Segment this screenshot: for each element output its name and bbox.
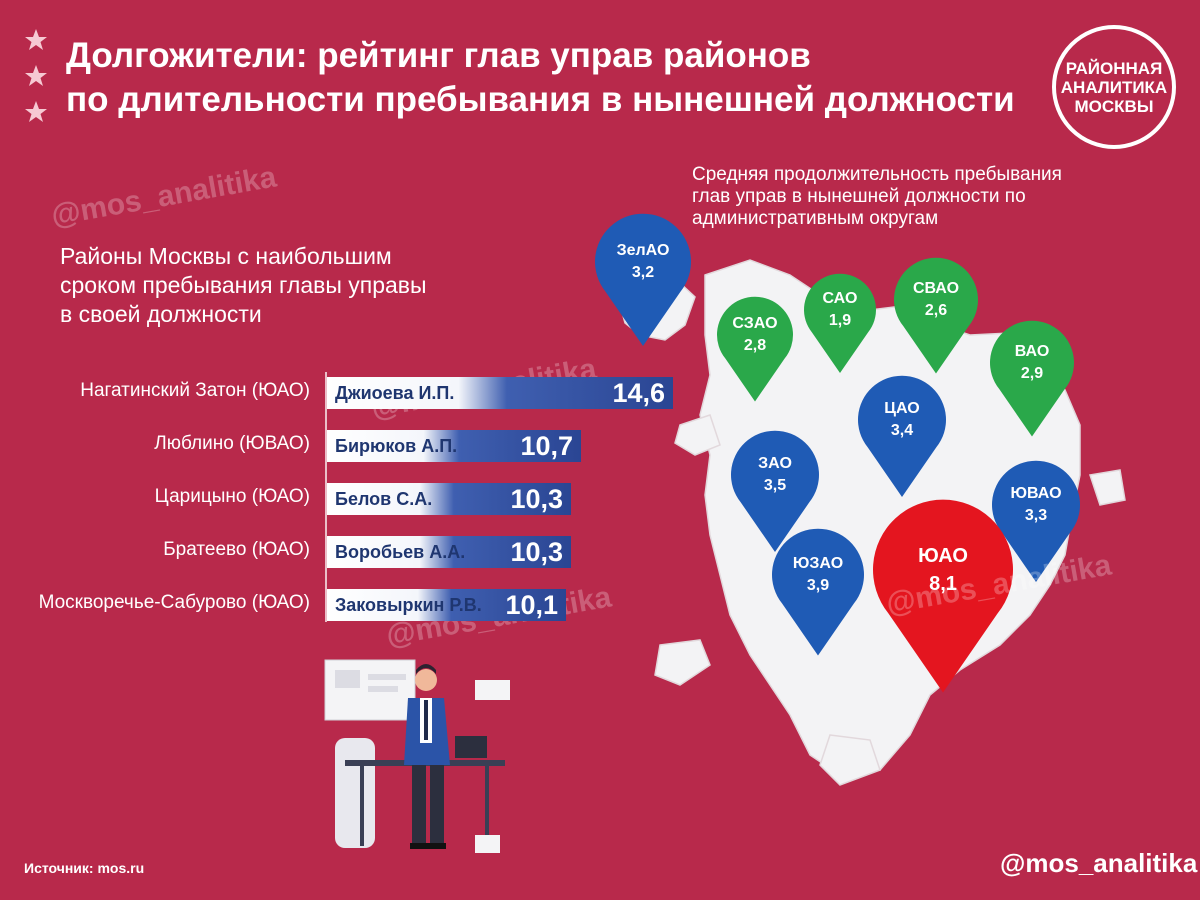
bar-value-label: 14,6 — [612, 378, 665, 408]
logo-line-3: МОСКВЫ — [1074, 96, 1154, 116]
bar-value-label: 10,3 — [510, 537, 563, 567]
map-subtitle-line-1: Средняя продолжительность пребывания — [692, 164, 1062, 185]
map-island-shape — [674, 414, 721, 456]
map-pin-region: ЮЗАО — [792, 555, 844, 572]
logo-line-2: АНАЛИТИКА — [1060, 77, 1168, 97]
bar-chart-axis — [325, 372, 327, 622]
map-pin-region: ЗАО — [758, 455, 792, 472]
map-pin-region: ЗелАО — [616, 242, 670, 259]
map-pin-region: САО — [822, 290, 858, 307]
map-zelao-shape — [619, 282, 696, 341]
star-icon — [25, 101, 47, 122]
businessman-illustration — [324, 659, 510, 853]
bar-category-label: Нагатинский Затон (ЮАО) — [80, 380, 310, 401]
map-pin-region: ЮАО — [918, 545, 968, 567]
bar-category-label: Москворечье-Сабурово (ЮАО) — [38, 592, 310, 613]
map-island-shape — [1089, 469, 1126, 506]
bar-category-label: Братеево (ЮАО) — [163, 539, 310, 560]
bar-person-label: Белов С.А. — [335, 489, 433, 509]
map-pin-region: ВАО — [1014, 343, 1050, 360]
watermark: @mos_analitika — [48, 160, 279, 233]
bar: Воробьев А.А. 10,3 — [327, 536, 571, 568]
bar-value-label: 10,1 — [505, 590, 558, 620]
map-pin-label: ЗелАО 3,2 — [593, 240, 693, 284]
map-subtitle-line-2: глав управ в нынешней должности по — [692, 186, 1026, 207]
map-pin-region: СЗАО — [732, 315, 778, 332]
bar-person-label: Заковыркин Р.В. — [335, 595, 482, 615]
map-pin-label: ЗАО 3,5 — [725, 453, 825, 497]
bar-chart-subtitle-line-3: в своей должности — [60, 301, 262, 327]
map-pin-region: ЦАО — [884, 400, 920, 417]
page-title: Долгожители: рейтинг глав управ районов … — [66, 34, 1046, 122]
map-subtitle: Средняя продолжительность пребывания гла… — [692, 164, 1162, 230]
map-pin-value: 3,4 — [890, 422, 914, 439]
map-pin-value: 1,9 — [828, 312, 852, 329]
map-pin-value: 3,3 — [1024, 507, 1048, 524]
map-pin-value: 8,1 — [929, 573, 957, 595]
source-note: Источник: mos.ru — [24, 860, 145, 876]
map-pin-region: ЮВАО — [1010, 485, 1062, 502]
map-pin-label: СЗАО 2,8 — [705, 313, 805, 357]
map-pin-label: ЮЗАО 3,9 — [768, 553, 868, 597]
map-pin-label: ВАО 2,9 — [982, 341, 1082, 385]
map-pin-label: ЮВАО 3,3 — [986, 483, 1086, 527]
bar-person-label: Воробьев А.А. — [335, 542, 466, 562]
map-pin-label: ЮАО 8,1 — [893, 542, 993, 598]
bar: Бирюков А.П. 10,7 — [327, 430, 581, 462]
bar: Белов С.А. 10,3 — [327, 483, 571, 515]
bar-category-label: Люблино (ЮВАО) — [154, 433, 310, 454]
bar-value-label: 10,3 — [510, 484, 563, 514]
logo-line-1: РАЙОННАЯ — [1065, 58, 1163, 78]
footer-handle: @mos_analitika — [1000, 848, 1198, 878]
map-pin-value: 3,5 — [763, 477, 787, 494]
map-pin-value: 2,8 — [743, 337, 767, 354]
map-island-shape — [654, 639, 711, 686]
bar: Джиоева И.П. 14,6 — [327, 377, 673, 409]
map-pin-value: 3,9 — [806, 577, 830, 594]
map-pin-value: 2,6 — [924, 302, 948, 319]
title-line-2: по длительности пребывания в нынешней до… — [66, 80, 1015, 119]
bar: Заковыркин Р.В. 10,1 — [327, 589, 566, 621]
bar-person-label: Бирюков А.П. — [335, 436, 458, 456]
map-island-shape — [819, 734, 881, 786]
bar-chart-subtitle-line-2: сроком пребывания главы управы — [60, 272, 427, 298]
bar-category-label: Царицыно (ЮАО) — [154, 486, 310, 507]
title-line-1: Долгожители: рейтинг глав управ районов — [66, 36, 811, 75]
bar-chart-subtitle: Районы Москвы с наибольшим сроком пребыв… — [60, 242, 480, 329]
map-subtitle-line-3: административным округам — [692, 208, 939, 229]
map-pin-value: 3,2 — [631, 264, 655, 281]
map-pin-region: СВАО — [912, 280, 960, 297]
logo: РАЙОННАЯ АНАЛИТИКА МОСКВЫ — [1052, 25, 1176, 149]
map-pin-label: СВАО 2,6 — [886, 278, 986, 322]
bar-chart-subtitle-line-1: Районы Москвы с наибольшим — [60, 243, 392, 269]
star-icon — [25, 29, 47, 50]
bar-value-label: 10,7 — [520, 431, 573, 461]
star-icon — [25, 65, 47, 86]
map-pin-value: 2,9 — [1020, 365, 1044, 382]
map-pin-label: ЦАО 3,4 — [852, 398, 952, 442]
map-pin-label: САО 1,9 — [790, 288, 890, 332]
bar-person-label: Джиоева И.П. — [335, 383, 455, 403]
